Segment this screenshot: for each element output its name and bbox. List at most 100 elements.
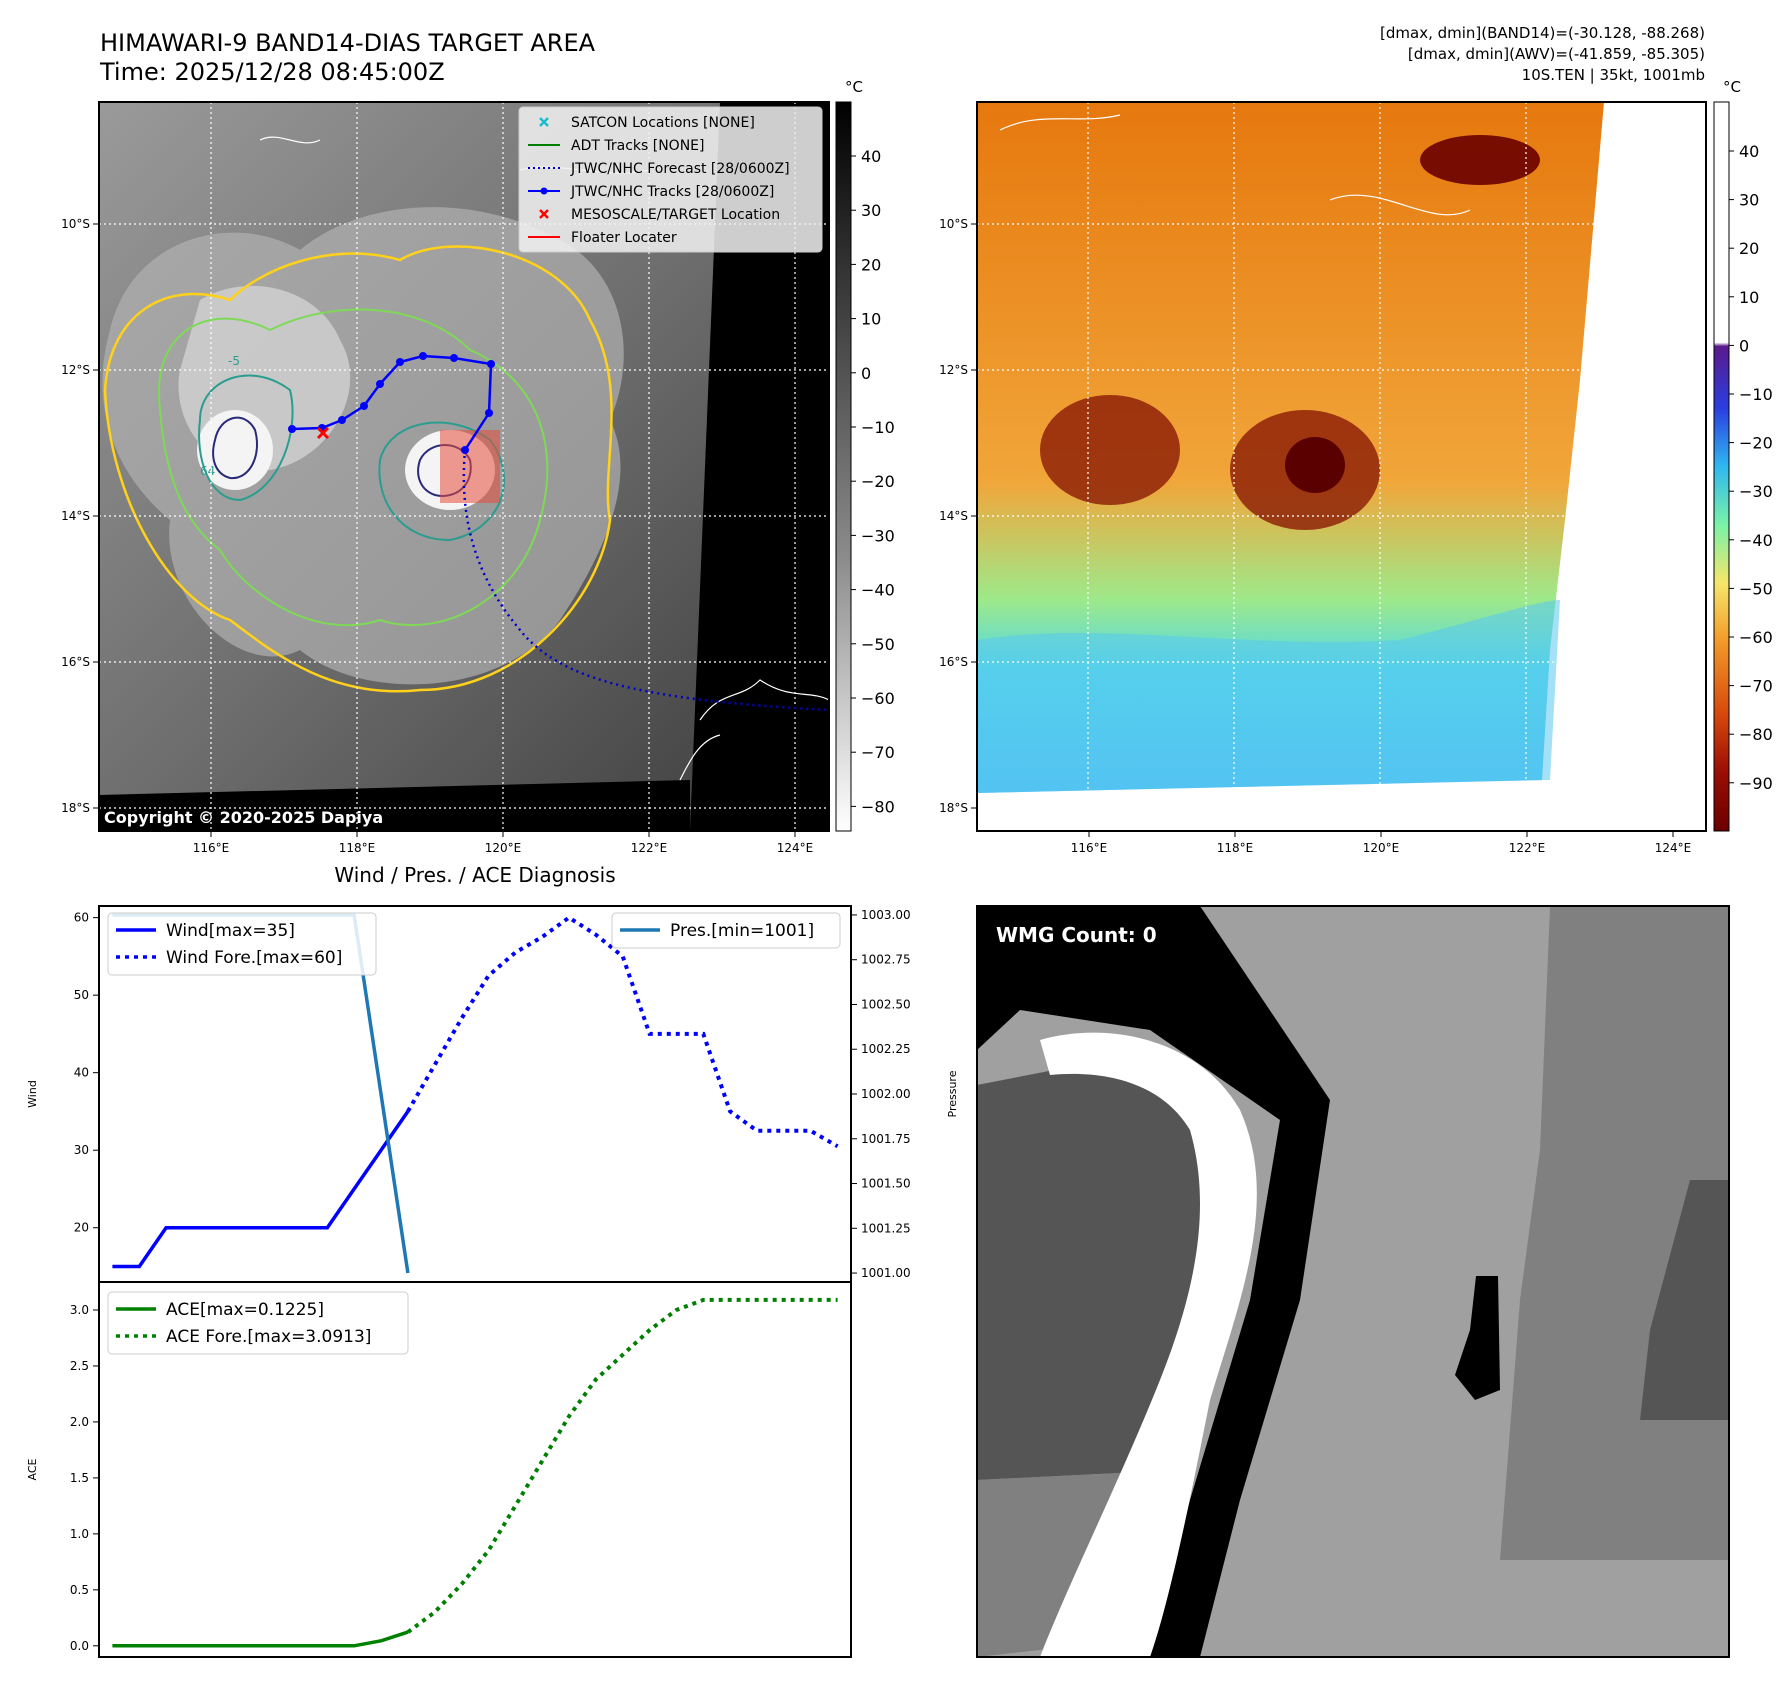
awv-cold-north [1420, 135, 1540, 185]
y-tick-label: 2.0 [70, 1415, 89, 1429]
gray-colorbar [835, 101, 852, 832]
colorbar-tick-label: 40 [861, 147, 881, 166]
awv-axis: 116°E 118°E 120°E 122°E 124°E 10°S 12°S 14°S 16°… [939, 217, 1691, 855]
color-cbar-unit: °C [1723, 78, 1741, 96]
y-tick-label: 40 [74, 1066, 89, 1080]
wmg-panel: WMG Count: 0 [976, 905, 1730, 1658]
awv-cold-west [1040, 395, 1180, 505]
y-tick-label: 60 [74, 911, 89, 925]
y2-axis-label: Pressure [946, 1070, 959, 1117]
colorbar-tick-label: −70 [1739, 677, 1773, 696]
y-tick-label: 0.5 [70, 1583, 89, 1597]
y2-tick-label: 1002.50 [861, 997, 911, 1011]
colorbar-tick-label: −80 [1739, 725, 1773, 744]
awv-grid [977, 102, 1706, 831]
colorbar-tick-label: 30 [1739, 191, 1759, 210]
stat-band14: [dmax, dmin](BAND14)=(-30.128, -88.268) [1380, 24, 1705, 42]
lat-tick-label: 10°S [939, 217, 968, 231]
colorbar-tick-label: −30 [1739, 482, 1773, 501]
color-colorbar [1713, 101, 1730, 832]
lat-tick-label: 16°S [61, 655, 90, 669]
y2-tick-label: 1002.00 [861, 1087, 911, 1101]
wmg-black-spot [1455, 1276, 1500, 1400]
y-tick-label: 50 [74, 988, 89, 1002]
ir-legend: SATCON Locations [NONE] ADT Tracks [NONE]… [518, 106, 823, 253]
lon-tick-label: 118°E [1217, 841, 1254, 855]
wmg-count-box [988, 918, 1170, 952]
y2-tick-label: 1001.75 [861, 1132, 911, 1146]
lon-tick-label: 116°E [193, 841, 230, 855]
series-line [406, 1297, 838, 1634]
colorbar-tick-label: −50 [1739, 579, 1773, 598]
lon-tick-label: 118°E [339, 841, 376, 855]
y2-tick-label: 1001.50 [861, 1177, 911, 1191]
gray-cbar-unit: °C [845, 78, 863, 96]
lon-tick-label: 120°E [1363, 841, 1400, 855]
legend-box [107, 1291, 409, 1355]
series-line [112, 1630, 409, 1648]
lon-tick-label: 122°E [1509, 841, 1546, 855]
y-axis-label: ACE [26, 1458, 39, 1480]
legend-label: JTWC/NHC Tracks [28/0600Z] [570, 184, 774, 200]
jtwc-forecast [462, 449, 830, 712]
legend-label: ACE Fore.[max=3.0913] [166, 1327, 371, 1347]
colorbar-tick-label: −90 [1739, 774, 1773, 793]
storm-info: 10S.TEN | 35kt, 1001mb [1522, 66, 1705, 84]
legend-box [107, 912, 377, 976]
wmg-dark-east [1640, 1180, 1729, 1420]
figure-time: Time: 2025/12/28 08:45:00Z [99, 58, 445, 86]
ace-chart: 0.0 0.5 1.0 1.5 2.0 2.5 3.0 ACE ACE[max=0.1225] A… [26, 1281, 852, 1658]
colorbar-tick-label: −10 [861, 418, 895, 437]
colorbar-tick-label: 0 [861, 364, 871, 383]
colorbar-tick-label: −80 [861, 797, 895, 816]
series-line [112, 1110, 410, 1269]
awv-dry-band [977, 600, 1560, 793]
lon-tick-label: 120°E [485, 841, 522, 855]
contour-label-64: 64 [200, 464, 215, 478]
stat-awv: [dmax, dmin](AWV)=(-41.859, -85.305) [1408, 45, 1705, 63]
legend-label: ACE[max=0.1225] [166, 1300, 324, 1320]
copyright: Copyright © 2020-2025 Dapiya [104, 808, 383, 827]
lat-tick-label: 12°S [61, 363, 90, 377]
lon-tick-label: 116°E [1071, 841, 1108, 855]
colorbar-tick-label: −30 [861, 526, 895, 545]
lat-tick-label: 12°S [939, 363, 968, 377]
ir-frame [98, 101, 830, 832]
lat-tick-label: 16°S [939, 655, 968, 669]
y2-tick-label: 1003.00 [861, 908, 911, 922]
legend-marker [540, 187, 548, 195]
legend-label: Pres.[min=1001] [670, 921, 814, 941]
legend-label: ADT Tracks [NONE] [571, 138, 704, 154]
colorbar-tick-label: −50 [861, 635, 895, 654]
y-tick-label: 3.0 [70, 1303, 89, 1317]
colorbar-tick-label: 40 [1739, 142, 1759, 161]
y-tick-label: 20 [74, 1221, 89, 1235]
wmg-frame [976, 905, 1730, 1658]
lon-tick-label: 124°E [777, 841, 814, 855]
wmg-black-band [977, 906, 1330, 1657]
colorbar-tick-label: −60 [1739, 628, 1773, 647]
lat-tick-label: 18°S [939, 801, 968, 815]
legend-label: MESOSCALE/TARGET Location [571, 207, 780, 223]
y-axis-label: Wind [26, 1080, 39, 1108]
colorbar-tick-label: 20 [1739, 239, 1759, 258]
awv-coastline [999, 114, 1471, 216]
y-tick-label: 1.0 [70, 1527, 89, 1541]
ir-contour-teal [198, 374, 506, 542]
colorbar-tick-label: 0 [1739, 336, 1749, 355]
awv-frame [976, 101, 1707, 832]
colorbar-tick-label: −20 [1739, 434, 1773, 453]
y2-tick-label: 1001.25 [861, 1221, 911, 1235]
lat-tick-label: 14°S [939, 509, 968, 523]
legend-label: Wind Fore.[max=60] [166, 948, 342, 968]
ir-axis: 116°E 118°E 120°E 122°E 124°E 10°S 12°S 14°S 16°… [61, 217, 813, 855]
wmg-white-band [1040, 1032, 1257, 1657]
ir-contour-yellow [103, 245, 613, 693]
legend-marker [539, 117, 549, 127]
colorbar-tick-label: −40 [861, 581, 895, 600]
colorbar-tick-label: −20 [861, 472, 895, 491]
y-tick-label: 30 [74, 1143, 89, 1157]
ir-nodata-south [99, 780, 690, 831]
contour-label-neg5: -5 [228, 354, 240, 368]
